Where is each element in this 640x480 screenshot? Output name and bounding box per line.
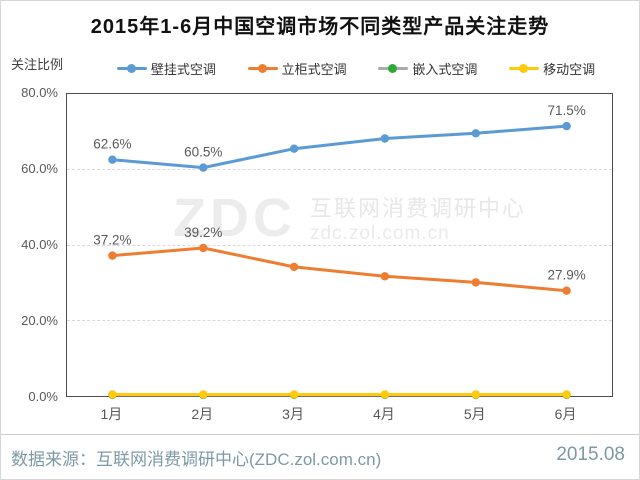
x-tick-label: 4月 — [373, 406, 395, 422]
data-point — [289, 262, 299, 272]
y-tick-label: 20.0% — [21, 313, 58, 328]
data-point — [380, 134, 390, 143]
legend-item-壁挂式空调: 壁挂式空调 — [116, 59, 216, 78]
footer-source-text: 数据来源：互联网消费调研中心(ZDC.zol.com.cn) — [11, 450, 382, 469]
data-point — [562, 286, 571, 295]
x-tick-label: 6月 — [554, 406, 577, 422]
legend-line-marker-icon — [116, 64, 147, 74]
data-point — [380, 272, 390, 281]
series-line-壁挂式空调 — [112, 124, 567, 170]
data-point — [471, 129, 480, 138]
y-tick-label: 40.0% — [21, 237, 58, 252]
legend-line-marker-icon — [247, 64, 278, 74]
data-point — [199, 163, 208, 172]
data-label: 71.5% — [547, 103, 585, 118]
data-label: 60.5% — [184, 145, 222, 160]
footer-date: 2015.08 — [556, 444, 625, 465]
data-point — [289, 144, 299, 153]
legend-line-marker-icon — [509, 64, 540, 74]
data-point — [108, 251, 117, 260]
y-tick-label: 60.0% — [21, 161, 58, 176]
data-point — [471, 390, 480, 399]
data-point — [108, 390, 117, 399]
legend: 壁挂式空调 立柜式空调 嵌入式空调 移动空调 — [101, 59, 611, 78]
data-point — [471, 278, 480, 287]
x-tick-label: 3月 — [282, 406, 304, 422]
legend-label: 嵌入式空调 — [412, 62, 478, 77]
legend-line-marker-icon — [378, 64, 409, 74]
gridline-40 — [67, 245, 612, 246]
gridline-20 — [67, 320, 612, 321]
y-tick-label: 0.0% — [28, 389, 58, 404]
series-line-立柜式空调 — [112, 246, 567, 293]
data-point — [108, 155, 117, 164]
data-point — [562, 390, 571, 399]
plot-area: 37.2% 39.2% 27.9% 62.6% 60.5% 71.5% — [66, 93, 613, 400]
data-point — [562, 121, 571, 131]
gridline-60 — [67, 169, 612, 170]
data-label: 62.6% — [93, 137, 131, 152]
legend-item-嵌入式空调: 嵌入式空调 — [378, 59, 477, 78]
series-plot: 37.2% 39.2% 27.9% 62.6% 60.5% 71.5% — [93, 103, 586, 400]
data-label: 37.2% — [93, 233, 131, 248]
y-axis-title: 关注比例 — [11, 57, 64, 72]
data-label: 27.9% — [547, 268, 585, 283]
chart-title: 2015年1-6月中国空调市场不同类型产品关注走势 — [90, 16, 550, 38]
legend-label: 壁挂式空调 — [150, 62, 216, 77]
legend-label: 移动空调 — [543, 62, 596, 77]
legend-item-立柜式空调: 立柜式空调 — [247, 59, 347, 78]
x-tick-label: 2月 — [191, 406, 214, 422]
data-point — [199, 243, 208, 253]
data-point — [199, 390, 208, 399]
legend-label: 立柜式空调 — [281, 62, 347, 77]
data-point — [380, 390, 390, 399]
x-tick-label: 1月 — [100, 406, 123, 422]
legend-item-移动空调: 移动空调 — [509, 59, 595, 78]
data-point — [289, 390, 299, 399]
footer-divider — [1, 434, 639, 435]
data-label: 39.2% — [184, 225, 222, 240]
y-tick-label: 80.0% — [21, 85, 58, 100]
x-tick-label: 5月 — [463, 406, 486, 422]
